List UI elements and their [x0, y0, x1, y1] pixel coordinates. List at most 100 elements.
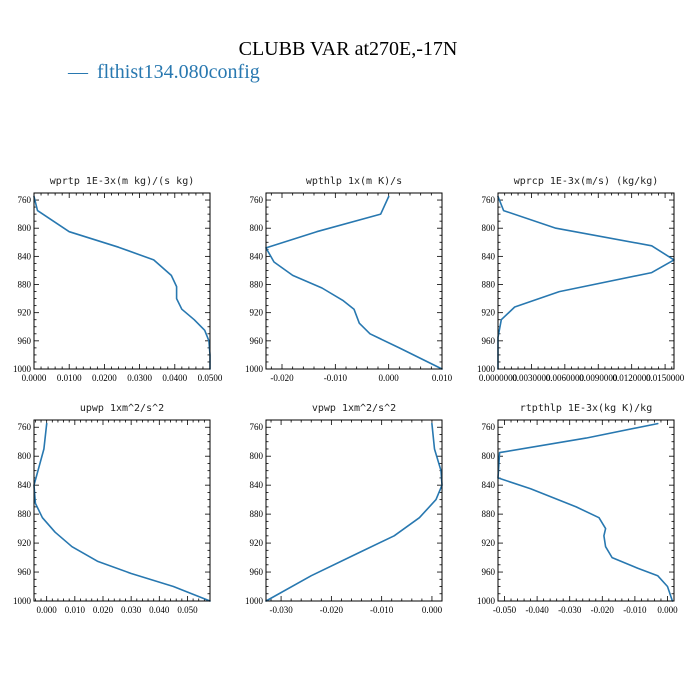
- x-tick-label: -0.010: [324, 373, 348, 383]
- panels: wprtp 1E-3x(m kg)/(s kg) 760 800 840 880 920 9…: [13, 176, 685, 615]
- plot-frame: [497, 192, 675, 370]
- y-tick-label: 1000: [245, 596, 264, 606]
- x-tick-label: 0.0400: [162, 373, 187, 383]
- x-tick-label: -0.010: [370, 605, 394, 615]
- x-tick-label: 0.0300: [127, 373, 152, 383]
- y-tick-label: 880: [482, 509, 496, 519]
- panel-3: wprcp 1E-3x(m/s) (kg/kg) 760 800 840 880 920 9…: [477, 176, 685, 383]
- panel-2: wpthlp 1x(m K)/s 760 800 840 880 920 960 1000 -0…: [245, 176, 453, 383]
- panel-5: vpwp 1xm^2/s^2 760 800 840 880 920 960 1000 -0.0…: [245, 403, 443, 615]
- x-tick-label: -0.050: [493, 605, 517, 615]
- plot-frame: [33, 192, 211, 370]
- legend: — flthist134.080config: [67, 61, 260, 83]
- y-tick-label: 1000: [477, 364, 496, 374]
- panel-6: rtpthlp 1E-3x(kg K)/kg 760 800 840 880 920 960…: [477, 403, 678, 615]
- x-tick-label: 0.0200: [92, 373, 117, 383]
- x-tick-label: 0.0500: [198, 373, 223, 383]
- x-tick-label: 0.0060000: [546, 373, 585, 383]
- x-tick-label: 0.020: [93, 605, 114, 615]
- y-tick-label: 840: [250, 480, 264, 490]
- legend-symbol: —: [67, 61, 89, 83]
- y-tick-label: 1000: [477, 596, 496, 606]
- y-tick-label: 920: [18, 308, 32, 318]
- y-tick-label: 960: [482, 336, 496, 346]
- y-tick-label: 1000: [245, 364, 264, 374]
- y-tick-label: 840: [482, 480, 496, 490]
- y-tick-label: 880: [18, 280, 32, 290]
- plot-frame: [265, 192, 443, 370]
- profile-line: [265, 195, 443, 370]
- y-tick-label: 1000: [13, 596, 32, 606]
- y-tick-label: 840: [482, 251, 496, 261]
- panel-title: upwp 1xm^2/s^2: [80, 403, 164, 414]
- panel-title: rtpthlp 1E-3x(kg K)/kg: [520, 403, 652, 414]
- y-tick-label: 880: [18, 509, 32, 519]
- panel-title: wprtp 1E-3x(m kg)/(s kg): [50, 176, 195, 187]
- y-tick-label: 960: [18, 336, 32, 346]
- x-tick-label: -0.040: [525, 605, 549, 615]
- x-tick-label: 0.0100: [57, 373, 82, 383]
- legend-label: flthist134.080config: [97, 61, 260, 83]
- x-tick-label: 0.0150000: [646, 373, 685, 383]
- y-tick-label: 960: [250, 336, 264, 346]
- x-tick-label: 0.010: [432, 373, 453, 383]
- plot-frame: [497, 419, 675, 602]
- y-tick-label: 800: [18, 451, 32, 461]
- y-tick-label: 800: [18, 223, 32, 233]
- x-tick-label: -0.030: [269, 605, 293, 615]
- panel-title: wprcp 1E-3x(m/s) (kg/kg): [514, 176, 659, 187]
- y-tick-label: 1000: [13, 364, 32, 374]
- y-tick-label: 880: [482, 280, 496, 290]
- y-tick-label: 920: [482, 538, 496, 548]
- profile-line: [33, 422, 211, 602]
- y-tick-label: 880: [250, 280, 264, 290]
- x-tick-label: -0.030: [558, 605, 582, 615]
- x-tick-label: 0.050: [177, 605, 198, 615]
- y-tick-label: 960: [482, 567, 496, 577]
- y-tick-label: 840: [18, 251, 32, 261]
- x-tick-label: -0.010: [623, 605, 647, 615]
- panel-title: vpwp 1xm^2/s^2: [312, 403, 396, 414]
- y-tick-label: 920: [482, 308, 496, 318]
- x-tick-label: -0.020: [591, 605, 615, 615]
- y-tick-label: 920: [250, 538, 264, 548]
- plot-frame: [33, 419, 211, 602]
- x-tick-label: 0.0000000: [479, 373, 518, 383]
- figure-title: CLUBB VAR at270E,-17N: [239, 38, 458, 60]
- x-tick-label: 0.0030000: [512, 373, 551, 383]
- y-tick-label: 760: [250, 422, 264, 432]
- y-tick-label: 880: [250, 509, 264, 519]
- x-tick-label: 0.0120000: [613, 373, 652, 383]
- profile-line: [497, 422, 674, 602]
- y-tick-label: 960: [18, 567, 32, 577]
- x-tick-label: -0.020: [270, 373, 294, 383]
- y-tick-label: 840: [250, 251, 264, 261]
- x-tick-label: 0.000: [379, 373, 400, 383]
- y-tick-label: 760: [482, 195, 496, 205]
- panel-4: upwp 1xm^2/s^2 760 800 840 880 920 960 1000 0.00…: [13, 403, 211, 615]
- x-tick-label: 0.040: [149, 605, 170, 615]
- y-tick-label: 800: [482, 223, 496, 233]
- legend-entry: — flthist134.080config: [67, 61, 260, 83]
- y-tick-label: 760: [482, 422, 496, 432]
- y-tick-label: 840: [18, 480, 32, 490]
- y-tick-label: 800: [250, 223, 264, 233]
- plot-frame: [265, 419, 443, 602]
- panel-title: wpthlp 1x(m K)/s: [306, 176, 402, 187]
- y-tick-label: 920: [18, 538, 32, 548]
- y-tick-label: 760: [250, 195, 264, 205]
- x-tick-label: 0.000: [422, 605, 443, 615]
- x-tick-label: 0.000: [657, 605, 678, 615]
- y-tick-label: 760: [18, 422, 32, 432]
- y-tick-label: 760: [18, 195, 32, 205]
- x-tick-label: 0.000: [37, 605, 58, 615]
- x-tick-label: 0.0090000: [579, 373, 618, 383]
- profile-line: [33, 195, 211, 370]
- x-tick-label: 0.0000: [22, 373, 47, 383]
- profile-line: [265, 422, 443, 602]
- panel-1: wprtp 1E-3x(m kg)/(s kg) 760 800 840 880 920 9…: [13, 176, 223, 383]
- y-tick-label: 960: [250, 567, 264, 577]
- x-tick-label: -0.020: [320, 605, 344, 615]
- profile-line: [497, 195, 675, 370]
